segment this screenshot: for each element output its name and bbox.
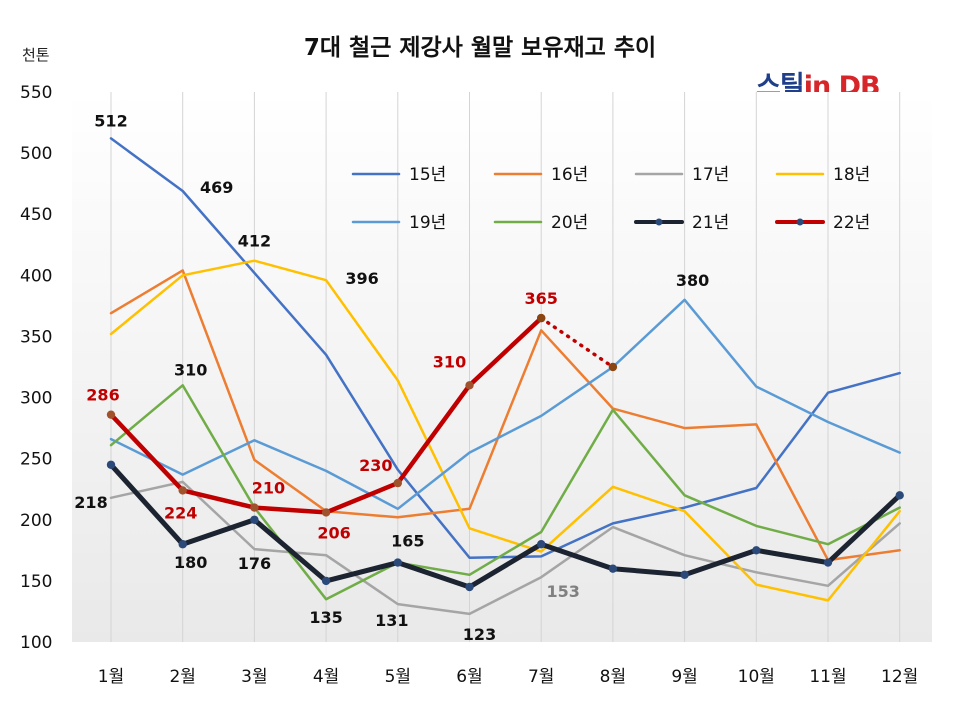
y-tick-label: 150 [20, 572, 52, 592]
data-label: 165 [391, 532, 424, 551]
data-point [393, 478, 402, 488]
data-point [321, 508, 331, 517]
data-point [465, 582, 474, 592]
x-tick-label: 11월 [809, 667, 846, 687]
y-tick-label: 300 [20, 389, 52, 409]
data-label: 218 [74, 493, 107, 512]
data-label: 210 [252, 479, 285, 498]
data-label: 131 [375, 611, 408, 630]
legend-item: 17년 [634, 165, 729, 185]
data-point [537, 313, 546, 323]
data-label: 153 [546, 582, 579, 601]
y-tick-label: 200 [20, 511, 52, 531]
y-tick-label: 250 [20, 450, 52, 470]
data-point [106, 410, 116, 419]
data-label: 206 [317, 523, 350, 542]
y-tick-label: 550 [20, 83, 52, 103]
svg-text:18년: 18년 [833, 165, 870, 185]
data-label: 412 [238, 232, 271, 251]
legend-item: 22년 [775, 213, 870, 233]
x-tick-label: 1월 [98, 667, 124, 687]
chart-title: 7대 철근 제강사 월말 보유재고 추이 [303, 35, 657, 61]
legend-item: 18년 [775, 165, 870, 185]
series-line [109, 298, 901, 511]
data-point [178, 486, 187, 495]
series-line [109, 259, 901, 602]
series-line [109, 269, 901, 562]
data-label: 310 [174, 360, 207, 379]
series-line [109, 480, 901, 616]
data-label: 230 [359, 456, 392, 475]
svg-text:15년: 15년 [409, 165, 446, 185]
data-point [537, 540, 546, 549]
svg-text:17년: 17년 [692, 165, 729, 185]
data-point [608, 362, 618, 372]
data-point [250, 503, 259, 512]
data-label: 396 [345, 269, 378, 288]
y-tick-label: 400 [20, 266, 52, 286]
svg-text:19년: 19년 [409, 213, 446, 233]
data-point [680, 570, 689, 579]
series-line [537, 313, 618, 372]
svg-text:20년: 20년 [551, 213, 588, 233]
series-line [109, 137, 901, 559]
data-point [393, 558, 402, 567]
series-line [106, 460, 904, 592]
data-label: 286 [86, 386, 119, 405]
data-label: 180 [174, 553, 207, 572]
x-tick-label: 3월 [241, 667, 267, 687]
y-tick-label: 500 [20, 144, 52, 164]
x-tick-label: 7월 [528, 667, 554, 687]
x-tick-label: 2월 [169, 667, 195, 687]
y-axis-unit: 천톤 [22, 46, 50, 64]
legend-item: 15년 [351, 165, 446, 185]
svg-text:22년: 22년 [833, 213, 870, 233]
legend-item: 20년 [493, 213, 588, 233]
data-point [250, 515, 259, 524]
y-tick-label: 450 [20, 205, 52, 225]
data-point [106, 460, 116, 469]
x-tick-label: 9월 [671, 667, 697, 687]
legend-item: 19년 [351, 213, 446, 233]
x-tick-label: 10월 [738, 667, 775, 687]
data-label: 176 [238, 554, 271, 573]
data-point [895, 491, 904, 500]
data-label: 380 [676, 271, 709, 290]
legend-item: 21년 [634, 213, 729, 233]
svg-text:21년: 21년 [692, 213, 729, 233]
data-label: 469 [200, 178, 233, 197]
plot-background [72, 92, 932, 642]
data-label: 365 [524, 289, 557, 308]
series-line [109, 384, 901, 601]
data-label: 135 [309, 608, 342, 627]
x-tick-label: 8월 [600, 667, 626, 687]
data-point [321, 576, 331, 586]
data-point [608, 564, 618, 573]
data-point [752, 546, 761, 555]
y-tick-label: 100 [20, 633, 52, 653]
data-point [823, 558, 833, 567]
x-tick-label: 12월 [881, 667, 918, 687]
x-tick-label: 4월 [313, 667, 339, 687]
y-tick-label: 350 [20, 327, 52, 347]
data-point [465, 381, 474, 390]
data-label: 310 [433, 352, 466, 371]
x-tick-label: 5월 [385, 667, 411, 687]
data-label: 123 [463, 625, 496, 644]
x-tick-label: 6월 [456, 667, 482, 687]
data-label: 512 [94, 111, 127, 130]
data-point [178, 540, 187, 549]
svg-text:16년: 16년 [551, 165, 588, 185]
data-label: 224 [164, 503, 197, 522]
legend-item: 16년 [493, 165, 588, 185]
